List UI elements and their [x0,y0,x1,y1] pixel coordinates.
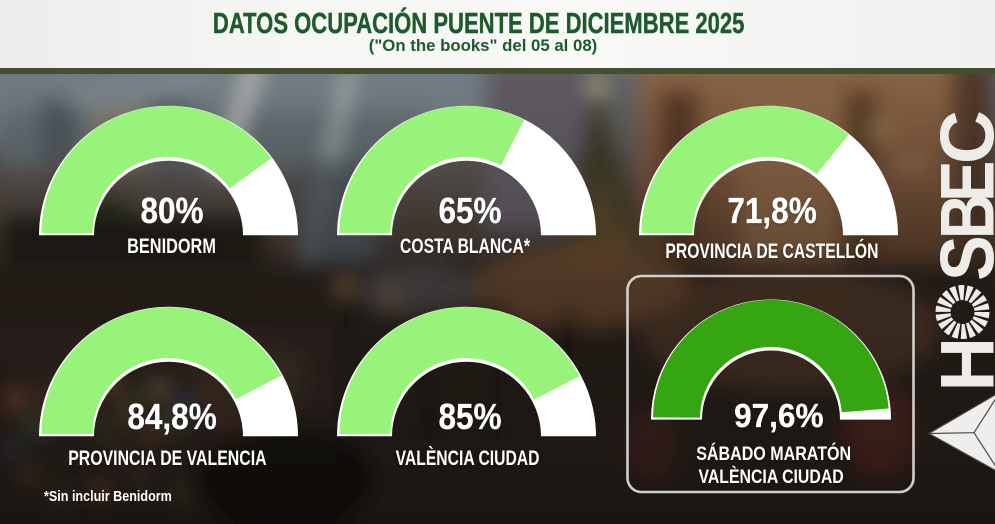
svg-text:E: E [924,161,995,202]
svg-text:S: S [926,235,995,281]
svg-text:C: C [925,110,995,164]
svg-text:B: B [925,194,995,239]
svg-text:H: H [925,337,995,392]
